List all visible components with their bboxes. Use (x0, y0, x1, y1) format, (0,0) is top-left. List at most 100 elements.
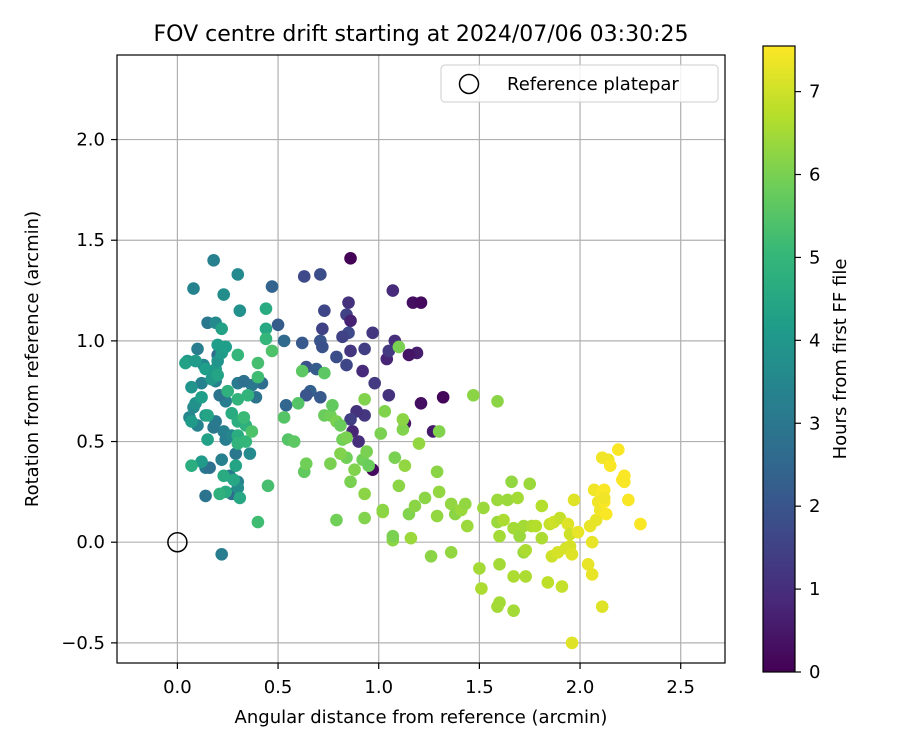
data-point (185, 380, 198, 394)
data-point (491, 600, 504, 613)
data-point (432, 425, 446, 438)
data-point (611, 443, 625, 456)
data-point (414, 296, 428, 309)
data-point (412, 437, 426, 450)
data-point (565, 636, 579, 650)
data-point (199, 489, 212, 503)
data-point (243, 447, 257, 460)
data-point (189, 354, 202, 368)
data-point (207, 254, 220, 267)
data-point (396, 413, 410, 426)
data-point (493, 558, 506, 571)
data-point (299, 388, 313, 402)
data-point (414, 396, 428, 410)
data-point (314, 390, 327, 404)
data-point (444, 497, 458, 511)
data-point (535, 499, 549, 513)
data-point (376, 503, 390, 517)
data-point (217, 288, 231, 301)
data-point (352, 435, 365, 448)
data-point (277, 411, 291, 424)
data-point (199, 362, 212, 376)
data-point (195, 455, 208, 468)
data-point (215, 322, 228, 336)
data-point (187, 282, 200, 295)
data-point (215, 547, 228, 561)
data-point (374, 427, 388, 440)
data-point (237, 374, 251, 388)
data-point (382, 388, 396, 402)
data-point (295, 336, 309, 350)
legend-label-reference: Reference platepar (507, 74, 679, 95)
data-point (404, 531, 418, 545)
data-point (511, 491, 524, 505)
data-point (215, 453, 228, 466)
colorbar-tick-label: 3 (809, 413, 820, 434)
data-point (555, 580, 569, 593)
data-point (231, 268, 245, 281)
data-point (507, 570, 520, 583)
data-point (418, 491, 432, 505)
data-point (378, 405, 392, 418)
y-tick-label: 1.5 (76, 230, 105, 251)
data-point (326, 399, 339, 412)
data-point (185, 459, 198, 473)
data-point (501, 493, 514, 507)
data-point (316, 340, 329, 354)
x-tick-label: 0.5 (264, 677, 293, 698)
data-point (505, 475, 518, 489)
data-point (513, 529, 526, 543)
data-point (229, 459, 243, 473)
data-point (360, 445, 373, 458)
colorbar-tick-label: 6 (809, 165, 820, 186)
data-point (330, 513, 343, 527)
y-axis-label: Rotation from reference (arcmin) (22, 211, 43, 507)
data-point (432, 485, 446, 499)
data-point (473, 562, 486, 575)
data-point (340, 431, 353, 444)
data-point (618, 475, 631, 489)
data-point (231, 348, 245, 362)
data-point (295, 364, 309, 378)
data-point (535, 531, 549, 545)
legend-box (440, 64, 719, 103)
data-point (382, 344, 396, 358)
plot-frame (116, 54, 726, 664)
data-point (261, 479, 275, 493)
data-point (229, 447, 243, 460)
data-point (344, 475, 357, 489)
data-point (251, 370, 265, 384)
data-point (213, 487, 226, 501)
colorbar-ticks: 0 1 2 3 4 5 6 7 (795, 82, 820, 683)
data-point (356, 364, 369, 378)
data-point (259, 322, 273, 336)
data-point (430, 465, 444, 479)
data-point (241, 388, 255, 402)
data-point (507, 604, 520, 617)
data-point (179, 356, 192, 370)
data-point (561, 517, 575, 531)
data-point (565, 547, 579, 561)
data-point (571, 525, 585, 539)
data-point (622, 493, 635, 507)
data-point (219, 340, 233, 354)
data-point (458, 497, 472, 511)
data-point (201, 409, 214, 422)
data-point (211, 368, 224, 382)
x-tick-label: 2.0 (566, 677, 595, 698)
data-point (265, 280, 279, 293)
data-point (251, 356, 265, 370)
data-point (191, 342, 204, 356)
data-point (330, 350, 343, 364)
chart-title: FOV centre drift starting at 2024/07/06 … (154, 22, 689, 47)
data-point (583, 519, 597, 533)
data-point (195, 390, 208, 404)
colorbar-gradient (762, 45, 796, 673)
colorbar-tick-label: 2 (809, 496, 820, 517)
grid-lines (117, 55, 725, 663)
data-point (362, 459, 375, 473)
data-point (358, 392, 371, 406)
data-point (271, 318, 285, 332)
y-tick-label: 1.0 (76, 331, 105, 352)
